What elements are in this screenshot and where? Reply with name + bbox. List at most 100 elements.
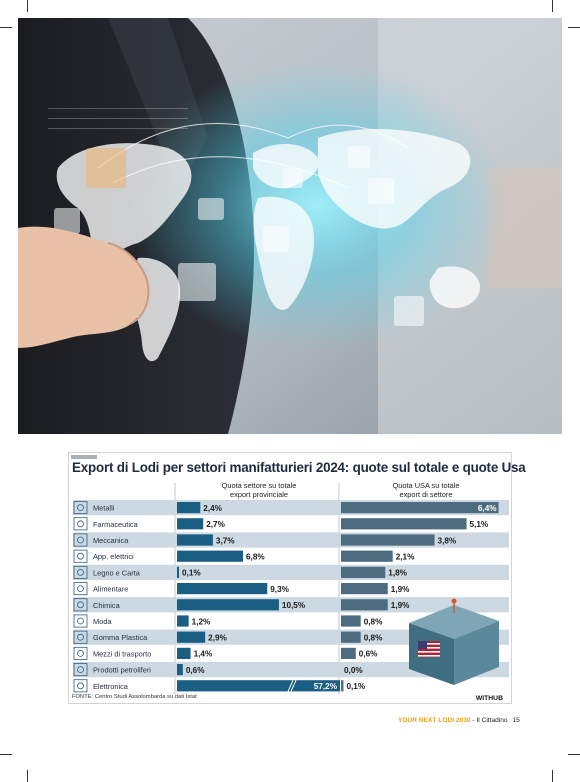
footer-separator: -	[470, 717, 477, 724]
value-left-moda: 1,2%	[192, 617, 211, 626]
crop-mark-br-h	[568, 754, 580, 755]
sector-icon-meccanica	[73, 533, 88, 547]
bar-left-elettronica	[177, 680, 340, 692]
sector-icon-moda	[73, 614, 88, 628]
bar-left-meccanica	[177, 534, 213, 546]
sector-icon-glyph-metalli	[77, 504, 84, 511]
value-right-app-elettrici: 2,1%	[396, 553, 415, 562]
row-label-gomma-plastica: Gomma Plastica	[93, 633, 148, 642]
row-band-legno-e-carta	[73, 564, 509, 580]
crop-mark-br-v	[552, 770, 553, 782]
sector-icon-farmaceutica	[73, 517, 88, 531]
sector-icon-glyph-prodotti-petroliferi	[77, 666, 84, 674]
row-label-meccanica: Meccanica	[93, 536, 129, 545]
value-right-alimentare: 1,9%	[391, 585, 410, 594]
right-column-header: Quota USA su totale export di settore	[341, 481, 511, 499]
row-label-mezzi-di-trasporto: Mezzi di trasporto	[93, 649, 151, 658]
value-left-gomma-plastica: 2,9%	[208, 634, 227, 643]
bar-right-mezzi-di-trasporto	[341, 647, 356, 659]
bar-left-chimica	[177, 599, 279, 611]
sector-icon-metalli	[73, 501, 88, 515]
value-left-mezzi-di-trasporto: 1,4%	[194, 650, 213, 659]
crop-mark-bl-h	[0, 754, 12, 755]
bar-right-farmaceutica	[341, 518, 467, 530]
newspaper-name: Il Cittadino	[476, 717, 508, 724]
bar-left-farmaceutica	[177, 518, 204, 530]
left-column-header-line2: export provinciale	[230, 489, 288, 499]
chart-title: Export di Lodi per settori manifatturier…	[72, 460, 526, 475]
user-icons	[54, 146, 424, 326]
pointing-hand	[18, 226, 150, 348]
bar-right-app-elettrici	[341, 550, 393, 562]
sector-icon-glyph-farmaceutica	[77, 520, 84, 528]
us-flag-stripe	[418, 647, 440, 649]
export-bar-chart: Metalli 2,4% 6,4% Farmaceutica 2,7% 5,1% Mecca…	[73, 483, 509, 695]
sector-icon-glyph-legno-e-carta	[77, 569, 84, 576]
container-side	[454, 621, 499, 685]
sector-icon-glyph-meccanica	[77, 536, 84, 544]
sector-icon-glyph-alimentare	[77, 585, 84, 593]
sector-icon-mezzi-di-trasporto	[73, 646, 88, 660]
panel-accent-bar	[71, 455, 97, 459]
value-left-legno-e-carta: 0,1%	[182, 569, 201, 578]
container-hook-ball	[451, 598, 457, 604]
page-number: 15	[512, 717, 520, 724]
brand-logo: WITHUB	[475, 695, 503, 702]
bar-left-mezzi-di-trasporto	[177, 647, 191, 659]
us-flag-stripe	[418, 655, 440, 657]
page-footer: YOUR NEXT LODI 2030 - Il Cittadino 15	[398, 717, 520, 724]
crop-mark-tl-h	[0, 27, 12, 28]
crop-mark-tl-v	[27, 0, 28, 12]
value-right-elettronica: 0,1%	[346, 682, 365, 691]
sector-icon-glyph-app-elettrici	[77, 552, 84, 560]
bar-right-moda	[341, 615, 361, 627]
sector-icon-elettronica	[73, 679, 88, 693]
value-left-metalli: 2,4%	[203, 504, 222, 513]
value-right-gomma-plastica: 0,8%	[364, 634, 383, 643]
axis-break-2	[290, 679, 297, 692]
value-right-meccanica: 3,8%	[438, 536, 457, 545]
value-left-chimica: 10,5%	[282, 601, 306, 610]
row-label-farmaceutica: Farmaceutica	[93, 520, 139, 529]
bar-left-prodotti-petroliferi	[177, 664, 183, 676]
source-note: FONTE: Centro Studi Assolombarda su dati…	[72, 694, 197, 700]
sector-icon-glyph-moda	[77, 617, 84, 625]
sector-icon-glyph-elettronica	[77, 682, 84, 690]
bar-left-gomma-plastica	[177, 631, 206, 643]
left-column-header-line1: Quota settore su totale	[221, 481, 297, 490]
bar-left-legno-e-carta	[177, 566, 179, 578]
crop-mark-tr-v	[552, 0, 553, 12]
value-right-farmaceutica: 5,1%	[470, 520, 489, 529]
bar-right-gomma-plastica	[341, 631, 361, 643]
bar-left-metalli	[177, 502, 201, 514]
container-top	[409, 605, 499, 639]
bar-left-alimentare	[177, 583, 268, 595]
bar-right-alimentare	[341, 583, 388, 595]
right-column-header-line1: Quota USA su totale	[392, 481, 460, 490]
magazine-name: YOUR NEXT LODI 2030	[398, 717, 471, 724]
value-right-metalli: 6,4%	[478, 504, 497, 513]
shipping-container-icon	[409, 598, 499, 685]
row-label-legno-e-carta: Legno e Carta	[93, 568, 141, 577]
row-label-alimentare: Alimentare	[93, 585, 128, 594]
value-right-prodotti-petroliferi: 0,0%	[344, 666, 363, 675]
sector-icon-legno-e-carta	[73, 565, 88, 579]
sector-icon-gomma-plastica	[73, 630, 88, 644]
bar-right-elettronica	[341, 680, 344, 692]
value-right-legno-e-carta: 1,8%	[388, 569, 407, 578]
us-flag-canton	[418, 641, 427, 649]
right-column-header-line2: export di settore	[399, 489, 453, 499]
row-label-metalli: Metalli	[93, 504, 115, 513]
value-left-farmaceutica: 2,7%	[206, 520, 225, 529]
row-label-prodotti-petroliferi: Prodotti petroliferi	[93, 666, 151, 675]
value-left-meccanica: 3,7%	[216, 536, 235, 545]
crop-mark-tr-h	[568, 27, 580, 28]
bar-right-meccanica	[341, 534, 435, 546]
value-left-prodotti-petroliferi: 0,6%	[186, 666, 205, 675]
sector-icon-glyph-gomma-plastica	[77, 633, 84, 641]
sector-icon-alimentare	[73, 582, 88, 596]
sector-icon-chimica	[73, 598, 88, 612]
row-label-moda: Moda	[93, 617, 112, 626]
sector-icon-app-elettrici	[73, 549, 88, 563]
sector-icon-glyph-chimica	[77, 601, 84, 609]
